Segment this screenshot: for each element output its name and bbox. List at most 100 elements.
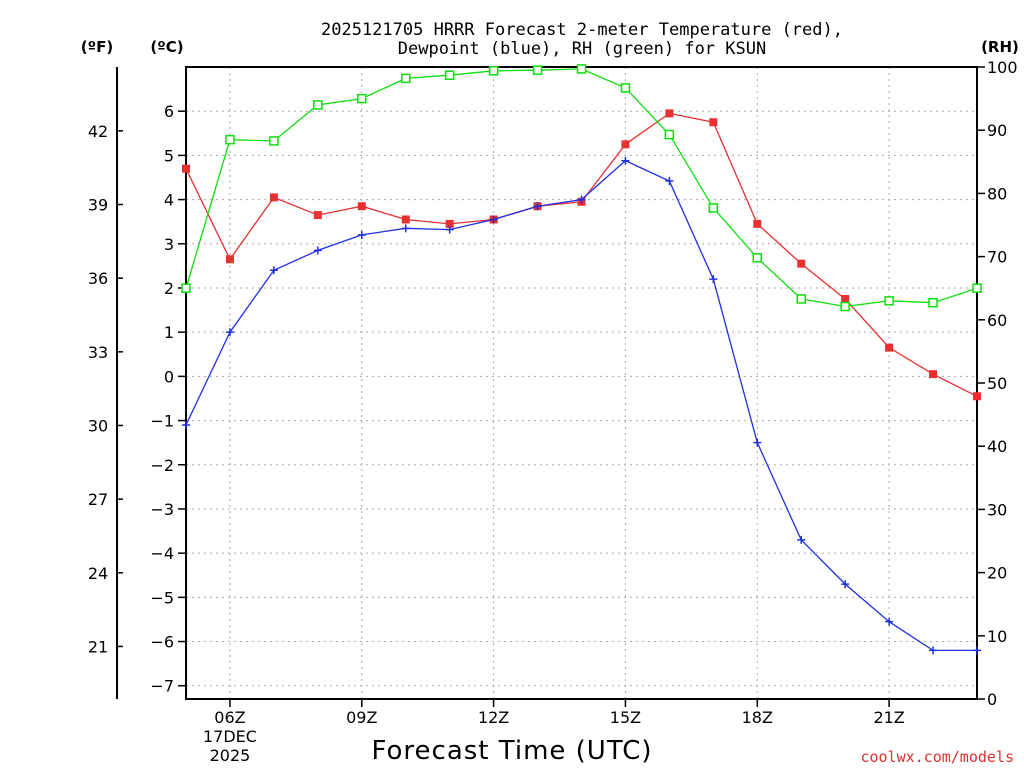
dewpoint-point-16: [885, 617, 894, 626]
rh-tick-label-4: 40: [987, 437, 1007, 456]
temperature-point-5: [401, 215, 410, 224]
rh-unit-label: (RH): [981, 38, 1019, 56]
rh-tick-label-8: 80: [987, 184, 1007, 203]
temperature-point-16: [885, 343, 894, 352]
temperature-point-12: [709, 118, 718, 127]
fahrenheit-tick-label-0: 21: [88, 637, 108, 656]
rh-tick-label-10: 100: [987, 58, 1018, 77]
temperature-point-2: [269, 193, 278, 202]
temperature-point-15: [841, 295, 850, 304]
rh-tick-label-7: 70: [987, 248, 1007, 267]
temperature-point-10: [621, 140, 630, 149]
dewpoint-point-17: [929, 646, 938, 655]
rh-point-4: [357, 93, 367, 104]
rh-point-13: [752, 253, 763, 263]
celsius-tick-label-3: −4: [150, 544, 174, 563]
dewpoint-point-13: [753, 438, 762, 447]
temperature-point-1: [225, 255, 234, 264]
x-tick-label-5: 21Z: [873, 708, 904, 727]
celsius-tick-label-1: −6: [150, 633, 174, 652]
dewpoint-point-9: [577, 195, 586, 204]
rh-tick-label-5: 50: [987, 374, 1007, 393]
dewpoint-point-10: [621, 156, 630, 165]
fahrenheit-tick-label-2: 27: [88, 490, 108, 509]
rh-point-7: [488, 66, 499, 76]
dewpoint-point-2: [269, 266, 278, 275]
x-year-label: 2025: [210, 746, 251, 765]
fahrenheit-tick-label-1: 24: [88, 564, 108, 583]
celsius-tick-label-2: −5: [150, 588, 174, 607]
celsius-tick-label-5: −2: [150, 456, 174, 475]
temperature-point-13: [753, 219, 762, 228]
rh-point-9: [576, 64, 587, 74]
temperature-point-6: [445, 219, 454, 228]
dewpoint-point-1: [225, 328, 234, 337]
dewpoint-point-8: [533, 202, 542, 211]
fahrenheit-tick-label-5: 36: [88, 269, 108, 288]
rh-point-0: [181, 283, 191, 293]
fahrenheit-tick-label-3: 30: [88, 416, 108, 435]
celsius-tick-label-6: −1: [150, 412, 174, 431]
temperature-point-18: [973, 392, 981, 401]
x-date-label: 17DEC: [203, 727, 257, 746]
fahrenheit-tick-label-7: 42: [88, 122, 108, 141]
celsius-unit-label: (ºC): [150, 38, 183, 56]
dewpoint-point-11: [665, 177, 674, 186]
x-axis-title: Forecast Time (UTC): [371, 736, 652, 766]
fahrenheit-unit-label: (ºF): [81, 38, 113, 56]
celsius-tick-label-4: −3: [150, 500, 174, 519]
dewpoint-point-7: [489, 215, 498, 224]
fahrenheit-tick-label-6: 39: [88, 195, 108, 214]
celsius-tick-label-9: 2: [164, 279, 174, 298]
dewpoint-point-5: [401, 224, 410, 233]
celsius-tick-label-11: 4: [164, 191, 174, 210]
rh-point-12: [708, 203, 719, 213]
rh-point-3: [313, 100, 323, 110]
temperature-point-17: [929, 370, 938, 379]
x-tick-label-2: 12Z: [478, 708, 509, 727]
rh-point-2: [269, 136, 279, 146]
temperature-point-4: [357, 202, 366, 211]
rh-tick-label-9: 90: [987, 121, 1007, 140]
x-tick-label-3: 15Z: [610, 708, 641, 727]
dewpoint-point-4: [357, 230, 366, 239]
rh-point-14: [796, 294, 806, 304]
dewpoint-point-15: [841, 580, 850, 589]
axes: −7 −6 −5 −4 −3 −2 −1 0 1 2 3 4 5 6 21 24 27 30 33 36 39 42 0 10…: [88, 58, 1018, 765]
rh-tick-label-1: 10: [987, 627, 1007, 646]
dewpoint-point-6: [445, 225, 454, 234]
rh-tick-label-3: 30: [987, 500, 1007, 519]
dewpoint-point-3: [313, 246, 322, 255]
rh-tick-label-6: 60: [987, 311, 1007, 330]
celsius-tick-label-0: −7: [150, 677, 174, 696]
x-tick-label-4: 18Z: [742, 708, 773, 727]
rh-point-11: [664, 129, 675, 140]
rh-point-8: [532, 65, 543, 75]
celsius-tick-label-13: 6: [164, 102, 174, 121]
dewpoint-point-0: [182, 420, 190, 429]
watermark: coolwx.com/models: [860, 748, 1014, 766]
fahrenheit-tick-label-4: 33: [88, 343, 108, 362]
chart-title-line-2: Dewpoint (blue), RH (green) for KSUN: [398, 39, 766, 59]
rh-point-15: [840, 301, 850, 312]
rh-point-5: [400, 73, 411, 84]
rh-tick-label-0: 0: [987, 690, 997, 709]
rh-point-6: [444, 70, 455, 80]
rh-point-18: [972, 283, 982, 293]
dewpoint-point-18: [973, 646, 981, 655]
x-tick-label-0: 06Z: [214, 708, 245, 727]
rh-point-1: [225, 134, 235, 145]
temperature-point-3: [313, 211, 322, 220]
series-layer: [181, 64, 982, 655]
temperature-point-0: [182, 164, 190, 173]
celsius-tick-label-7: 0: [164, 367, 174, 386]
dewpoint-point-12: [709, 275, 718, 284]
x-tick-label-1: 09Z: [346, 708, 377, 727]
rh-point-17: [928, 297, 938, 308]
rh-tick-label-2: 20: [987, 564, 1007, 583]
temperature-point-11: [665, 109, 674, 118]
chart-title-line-1: 2025121705 HRRR Forecast 2-meter Tempera…: [321, 20, 843, 40]
celsius-tick-label-8: 1: [164, 323, 174, 342]
